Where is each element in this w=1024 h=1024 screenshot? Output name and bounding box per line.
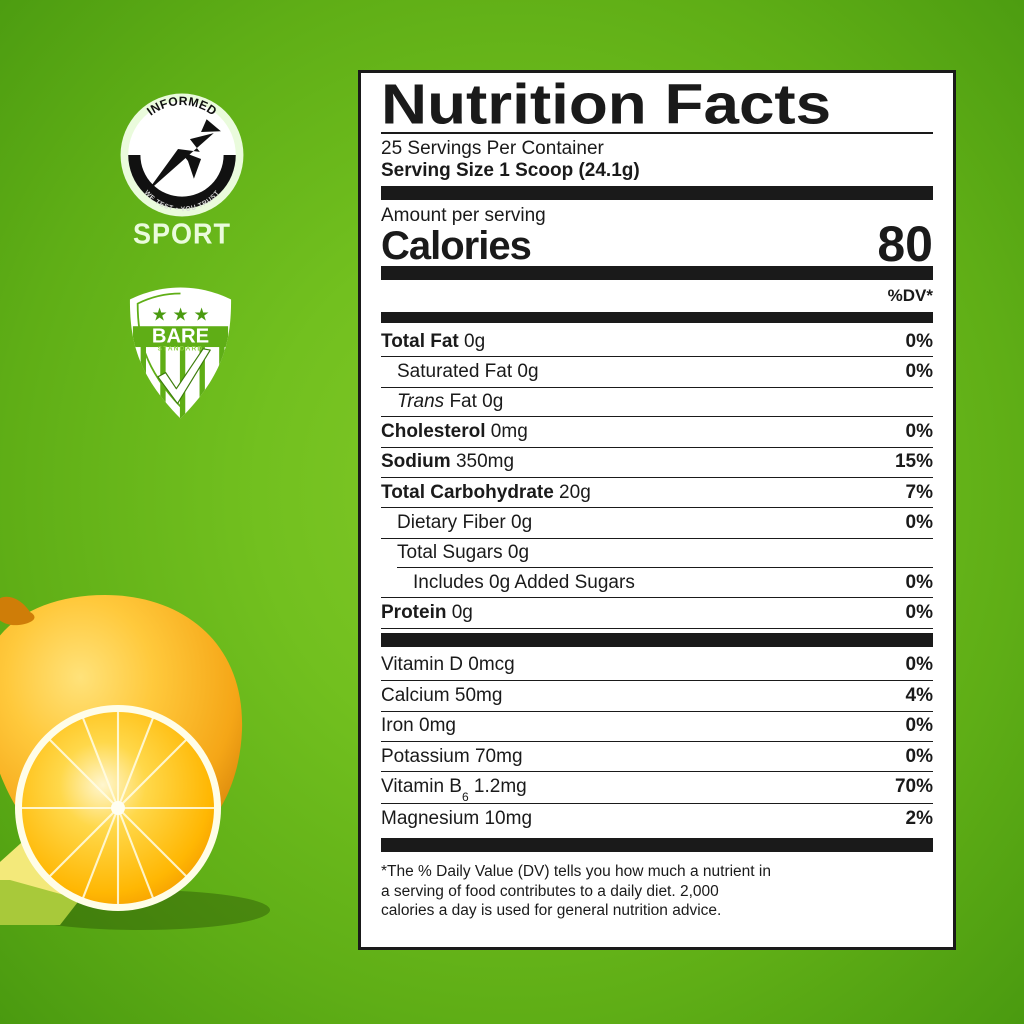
svg-text:STANDARD: STANDARD	[158, 346, 204, 353]
svg-text:BARE: BARE	[152, 325, 209, 347]
svg-text:★ ★ ★: ★ ★ ★	[152, 304, 210, 324]
